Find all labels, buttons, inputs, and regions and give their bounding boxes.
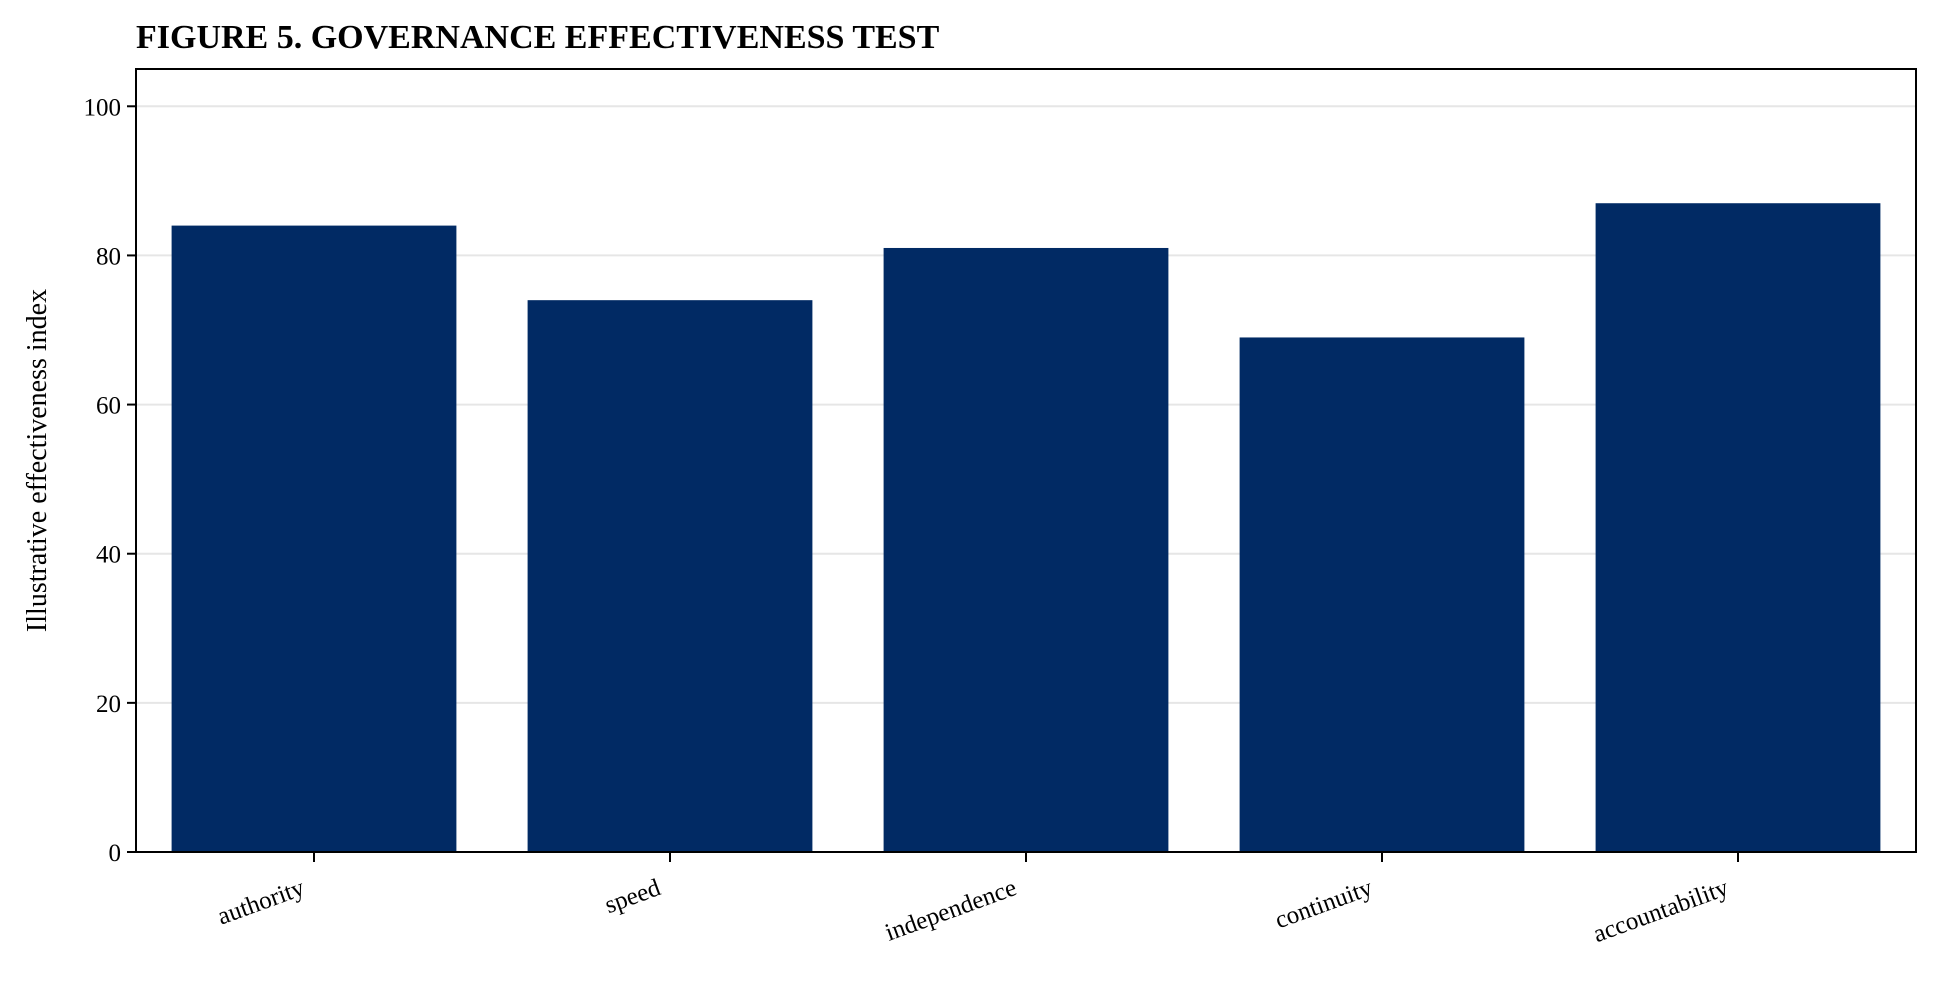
bar-continuity <box>1239 337 1525 852</box>
x-tick-label: independence <box>882 874 1020 946</box>
y-tick-label: 100 <box>84 94 122 121</box>
y-tick-label: 20 <box>96 691 121 718</box>
x-tick-label: accountability <box>1590 874 1733 948</box>
x-tick-label: authority <box>214 874 309 930</box>
y-axis: 0 20 40 60 80 100 <box>84 94 136 867</box>
x-axis: authority speed independence continuity acco… <box>214 852 1739 948</box>
bar-speed <box>527 300 813 853</box>
y-tick-label: 80 <box>96 243 121 270</box>
bar-independence <box>883 247 1169 852</box>
y-tick-label: 0 <box>109 840 122 867</box>
y-tick-label: 60 <box>96 393 121 420</box>
chart-title: FIGURE 5. GOVERNANCE EFFECTIVENESS TEST <box>136 19 940 56</box>
x-tick-label: continuity <box>1272 874 1377 934</box>
bar-accountability <box>1595 203 1881 852</box>
y-tick-label: 40 <box>96 542 121 569</box>
bar-authority <box>171 225 457 853</box>
y-axis-label: Illustrative effectiveness index <box>22 289 53 632</box>
bars <box>171 203 1881 853</box>
x-tick-label: speed <box>601 874 664 919</box>
